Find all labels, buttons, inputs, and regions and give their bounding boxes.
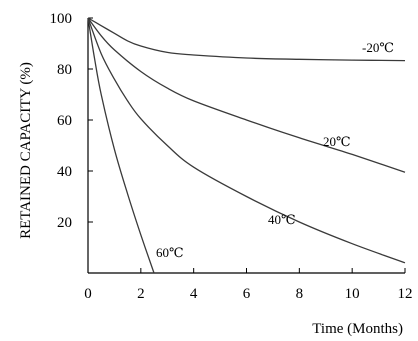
x-tick-label: 2 [137,286,145,302]
series-labels: -20℃ 20℃ 40℃ 60℃ [156,40,394,260]
y-tick-label: 60 [57,113,72,129]
y-axis-title: RETAINED CAPACITY (%) [18,62,34,239]
y-tick-label: 20 [57,215,72,231]
y-tick-label: 80 [57,62,72,78]
series-label-20c: 20℃ [323,134,351,149]
series-line-20c [87,17,406,173]
x-tick-label: 6 [243,286,251,302]
series-line-60c [87,17,155,274]
axes [87,18,405,274]
series-line-minus20c [87,17,406,62]
series-line-40c [87,17,406,264]
y-tick-label: 100 [50,11,73,27]
x-tick-label: 12 [398,286,413,302]
series-label-minus20c: -20℃ [362,40,394,55]
x-axis-title: Time (Months) [312,321,403,337]
series-label-60c: 60℃ [156,245,184,260]
x-tick-label: 0 [84,286,92,302]
x-tick-label: 8 [296,286,304,302]
series-lines [87,17,406,274]
x-tick-label: 10 [345,286,360,302]
y-tick-label: 40 [57,164,72,180]
series-label-40c: 40℃ [268,212,296,227]
y-ticks: 20 40 60 80 100 [50,11,93,231]
x-tick-label: 4 [190,286,198,302]
x-ticks: 0 2 4 6 8 10 12 [84,268,413,302]
